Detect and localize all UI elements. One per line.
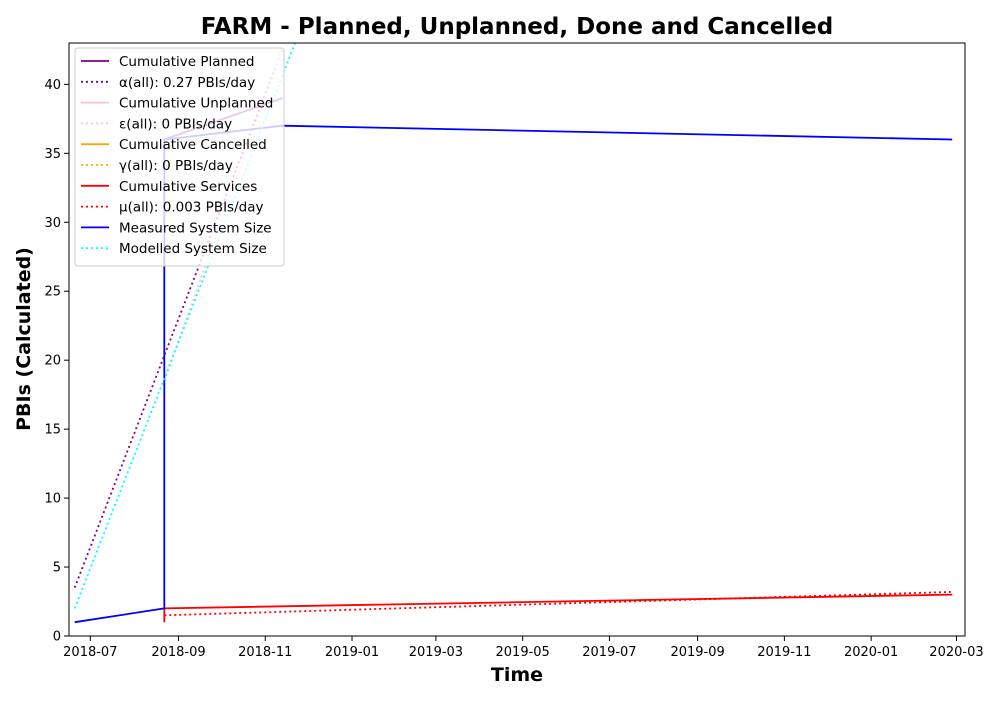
x-tick-label: 2019-03 [409,645,463,660]
legend: Cumulative Planned α(all): 0.27 PBIs/day C… [74,47,285,267]
y-tick-label: 40 [44,78,61,93]
x-tick-label: 2019-11 [757,645,811,660]
x-tick-label: 2018-07 [63,645,117,660]
x-tick-label: 2019-09 [670,645,724,660]
x-tick-label: 2020-03 [929,645,983,660]
y-axis-ticks: 0 5 10 15 20 25 30 35 40 [44,78,69,645]
legend-box [74,47,285,267]
y-tick-label: 20 [44,354,61,369]
y-tick-label: 25 [44,285,61,300]
x-tick-label: 2020-01 [844,645,898,660]
legend-label: Cumulative Planned [119,54,255,70]
legend-label: α(all): 0.27 PBIs/day [119,75,255,91]
legend-label: Cumulative Services [119,179,257,195]
chart-title: FARM - Planned, Unplanned, Done and Canc… [201,14,833,40]
x-tick-label: 2018-09 [151,645,205,660]
x-tick-label: 2019-01 [325,645,379,660]
x-tick-label: 2019-05 [496,645,550,660]
x-axis-label: Time [491,664,543,686]
x-axis-ticks: 2018-07 2018-09 2018-11 2019-01 2019-03 2019-… [63,636,984,660]
series-line-8 [164,591,953,617]
y-tick-label: 30 [44,216,61,231]
plot-frame [68,42,966,637]
legend-label: Cumulative Cancelled [119,137,267,153]
legend-label: μ(all): 0.003 PBIs/day [119,200,263,216]
y-tick-label: 5 [53,561,61,576]
x-tick-label: 2018-11 [238,645,292,660]
legend-label: Cumulative Unplanned [119,96,273,112]
x-tick-label: 2019-07 [582,645,636,660]
y-tick-label: 10 [44,492,61,507]
y-tick-label: 35 [44,147,61,162]
legend-label: ε(all): 0 PBIs/day [119,116,232,132]
y-axis-label: PBIs (Calculated) [13,247,35,431]
y-tick-label: 15 [44,423,61,438]
legend-label: γ(all): 0 PBIs/day [119,158,233,174]
legend-label: Modelled System Size [119,241,267,257]
y-tick-label: 0 [53,630,61,645]
legend-label: Measured System Size [119,220,272,236]
